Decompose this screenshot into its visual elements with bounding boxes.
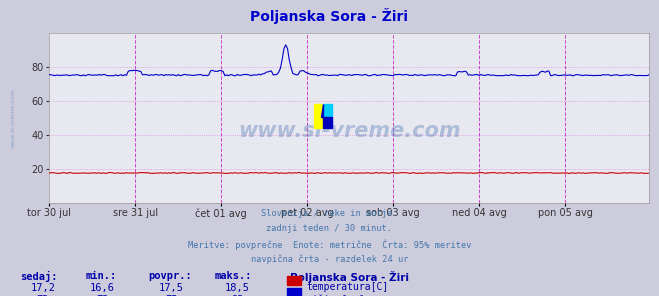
Text: 17,5: 17,5 [159,283,184,293]
Text: navpična črta - razdelek 24 ur: navpična črta - razdelek 24 ur [251,255,408,264]
Text: www.si-vreme.com: www.si-vreme.com [11,88,16,148]
Polygon shape [321,104,324,117]
Bar [324,104,332,117]
Text: 73: 73 [37,295,49,296]
Text: Poljanska Sora - Žiri: Poljanska Sora - Žiri [250,8,409,24]
Text: višina[cm]: višina[cm] [306,295,365,296]
Polygon shape [324,117,332,128]
Text: temperatura[C]: temperatura[C] [306,282,389,292]
Text: povpr.:: povpr.: [148,271,192,281]
Text: sedaj:: sedaj: [20,271,57,282]
Text: 75: 75 [165,295,177,296]
Text: Meritve: povprečne  Enote: metrične  Črta: 95% meritev: Meritve: povprečne Enote: metrične Črta:… [188,239,471,250]
Text: 17,2: 17,2 [30,283,55,293]
Text: zadnji teden / 30 minut.: zadnji teden / 30 minut. [266,224,393,233]
Text: 73: 73 [96,295,108,296]
Text: Poljanska Sora - Žiri: Poljanska Sora - Žiri [290,271,409,283]
Text: maks.:: maks.: [214,271,252,281]
Bar [314,104,324,128]
Text: www.si-vreme.com: www.si-vreme.com [238,121,461,141]
Text: 18,5: 18,5 [225,283,250,293]
Text: 16,6: 16,6 [90,283,115,293]
Text: Slovenija / reke in morje.: Slovenija / reke in morje. [261,209,398,218]
Text: 93: 93 [231,295,243,296]
Text: min.:: min.: [86,271,117,281]
